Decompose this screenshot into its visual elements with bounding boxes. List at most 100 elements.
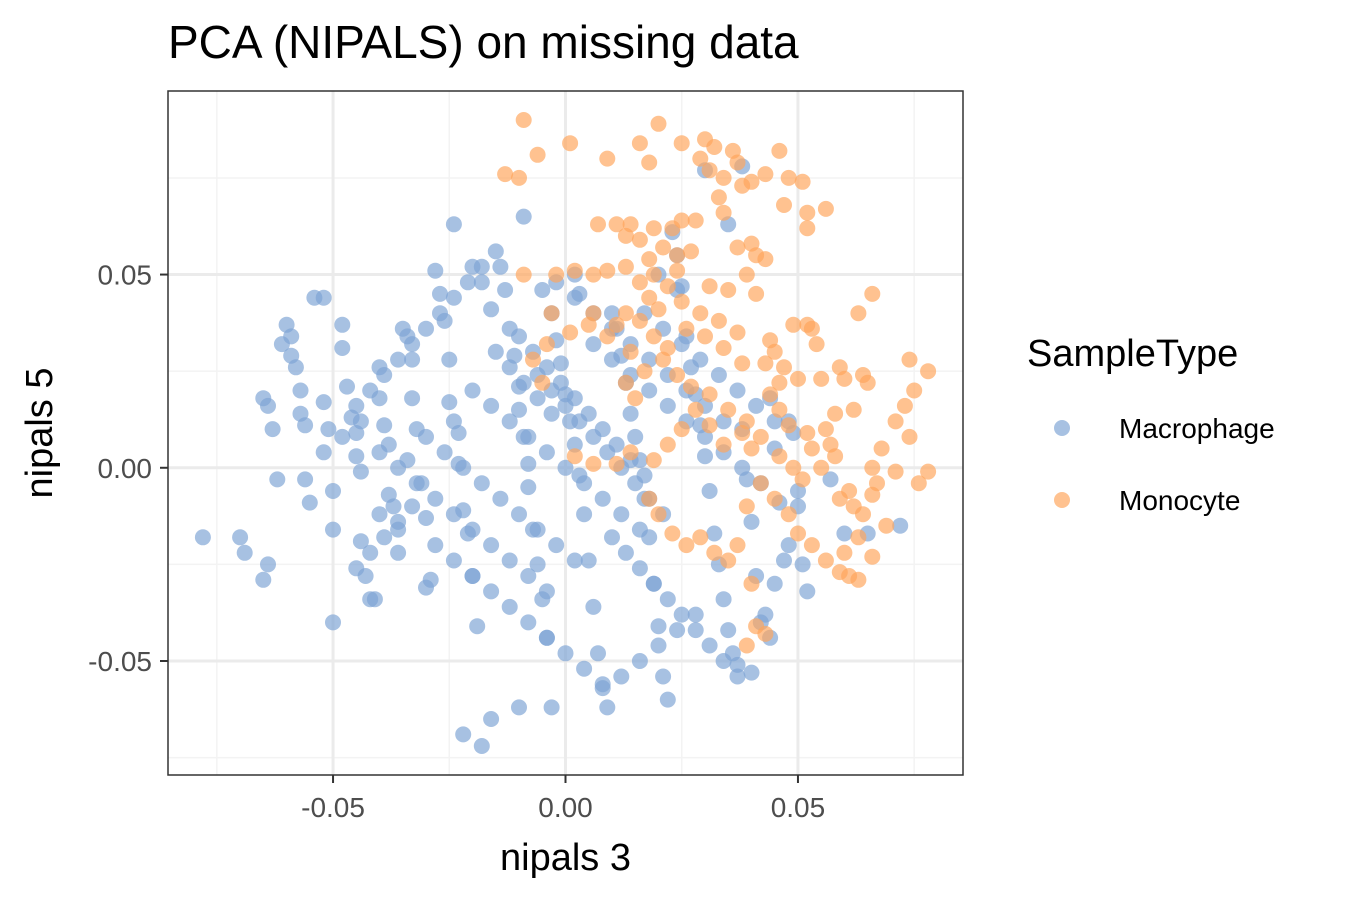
point-macrophage (538, 359, 555, 376)
x-axis-title: nipals 3 (500, 837, 631, 879)
point-monocyte (831, 490, 848, 507)
point-monocyte (776, 197, 792, 213)
point-monocyte (794, 173, 811, 190)
point-monocyte (813, 370, 830, 387)
point-monocyte (678, 320, 695, 337)
point-monocyte (599, 262, 616, 279)
point-macrophage (362, 382, 379, 399)
point-monocyte (669, 367, 686, 383)
point-monocyte (748, 285, 765, 302)
point-monocyte (850, 305, 867, 322)
point-macrophage (794, 556, 811, 573)
point-macrophage (473, 738, 490, 754)
point-macrophage (543, 405, 560, 422)
point-macrophage (520, 455, 537, 472)
point-macrophage (283, 328, 300, 345)
point-monocyte (673, 421, 690, 438)
point-macrophage (422, 571, 439, 588)
point-macrophage (669, 622, 686, 639)
point-monocyte (650, 301, 667, 318)
point-monocyte (599, 150, 616, 167)
point-macrophage (339, 378, 355, 395)
point-monocyte (803, 320, 820, 337)
point-monocyte (701, 386, 718, 403)
point-macrophage (297, 471, 314, 488)
point-monocyte (738, 498, 755, 515)
point-macrophage (543, 699, 560, 716)
point-macrophage (473, 274, 490, 291)
point-macrophage (520, 614, 537, 631)
point-macrophage (529, 556, 546, 573)
point-macrophage (445, 289, 462, 306)
point-monocyte (650, 506, 667, 523)
point-macrophage (427, 490, 444, 507)
point-monocyte (743, 575, 760, 592)
point-monocyte (664, 525, 681, 542)
point-macrophage (511, 401, 527, 418)
point-monocyte (720, 552, 737, 569)
point-macrophage (576, 660, 593, 677)
point-macrophage (287, 359, 304, 376)
plot-panel (167, 90, 964, 776)
point-macrophage (445, 216, 462, 233)
point-monocyte (715, 436, 732, 453)
point-macrophage (255, 571, 272, 588)
point-monocyte (766, 490, 783, 507)
point-monocyte (771, 401, 788, 418)
point-monocyte (706, 139, 723, 155)
point-macrophage (594, 490, 611, 507)
point-monocyte (608, 316, 625, 333)
point-macrophage (520, 479, 537, 496)
point-monocyte (878, 517, 895, 534)
legend-items: Macrophage Monocyte (1054, 413, 1275, 516)
point-monocyte (645, 266, 662, 283)
point-macrophage (734, 459, 751, 476)
point-macrophage (520, 568, 537, 584)
point-macrophage (264, 421, 281, 438)
point-macrophage (371, 444, 388, 461)
point-macrophage (538, 583, 555, 600)
point-macrophage (659, 397, 676, 414)
point-macrophage (497, 282, 514, 298)
point-monocyte (590, 216, 606, 233)
point-macrophage (483, 537, 500, 554)
point-macrophage (613, 506, 630, 523)
point-macrophage (362, 544, 379, 561)
point-monocyte (669, 262, 686, 279)
point-macrophage (576, 506, 593, 523)
point-macrophage (743, 513, 760, 530)
point-macrophage (566, 552, 583, 569)
point-macrophage (483, 397, 500, 414)
point-monocyte (627, 390, 644, 407)
point-macrophage (352, 533, 369, 550)
point-monocyte (659, 436, 676, 453)
point-macrophage (492, 258, 509, 275)
point-macrophage (469, 618, 486, 635)
point-monocyte (850, 529, 867, 546)
point-monocyte (585, 266, 602, 283)
point-monocyte (729, 324, 746, 341)
point-monocyte (901, 428, 918, 445)
y-tick-label: 0.00 (98, 453, 153, 484)
point-macrophage (645, 575, 662, 592)
point-macrophage (715, 591, 732, 608)
point-macrophage (232, 529, 249, 546)
x-axis-ticks: -0.05 0.00 0.05 (301, 775, 825, 823)
point-monocyte (622, 444, 639, 461)
point-monocyte (701, 278, 718, 295)
point-monocyte (859, 374, 876, 391)
point-monocyte (538, 336, 555, 353)
point-macrophage (627, 428, 644, 445)
point-macrophage (566, 436, 583, 453)
point-monocyte (803, 537, 820, 554)
point-macrophage (515, 208, 532, 225)
point-macrophage (604, 351, 620, 368)
point-macrophage (748, 397, 765, 414)
point-monocyte (687, 401, 704, 418)
point-macrophage (659, 691, 676, 708)
point-macrophage (390, 513, 407, 530)
point-monocyte (617, 305, 634, 322)
point-macrophage (715, 653, 732, 669)
point-macrophage (445, 506, 462, 523)
point-monocyte (715, 169, 732, 186)
